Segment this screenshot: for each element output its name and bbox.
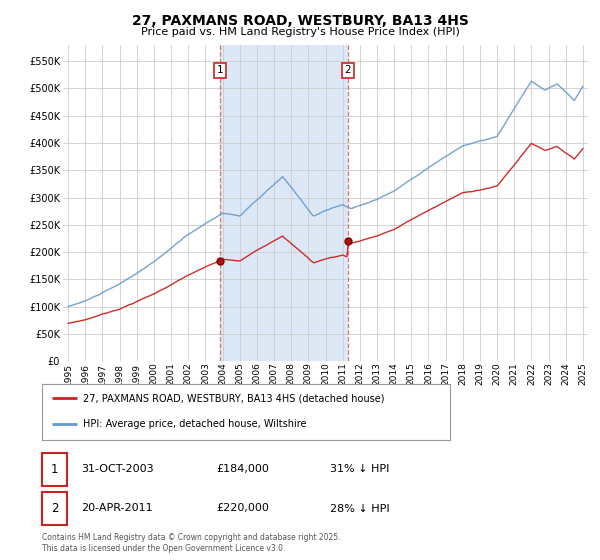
Text: 27, PAXMANS ROAD, WESTBURY, BA13 4HS (detached house): 27, PAXMANS ROAD, WESTBURY, BA13 4HS (de…	[83, 393, 385, 403]
Text: 1: 1	[51, 463, 58, 476]
Text: HPI: Average price, detached house, Wiltshire: HPI: Average price, detached house, Wilt…	[83, 419, 307, 430]
Text: 2: 2	[51, 502, 58, 515]
Text: 20-APR-2011: 20-APR-2011	[81, 503, 152, 514]
Text: 31% ↓ HPI: 31% ↓ HPI	[330, 464, 389, 474]
Text: 2: 2	[344, 65, 351, 75]
Text: Price paid vs. HM Land Registry's House Price Index (HPI): Price paid vs. HM Land Registry's House …	[140, 27, 460, 37]
Text: 27, PAXMANS ROAD, WESTBURY, BA13 4HS: 27, PAXMANS ROAD, WESTBURY, BA13 4HS	[131, 14, 469, 28]
Text: 1: 1	[217, 65, 223, 75]
Text: 31-OCT-2003: 31-OCT-2003	[81, 464, 154, 474]
Text: £184,000: £184,000	[216, 464, 269, 474]
Text: Contains HM Land Registry data © Crown copyright and database right 2025.
This d: Contains HM Land Registry data © Crown c…	[42, 533, 341, 553]
Bar	[220, 45, 348, 361]
Text: £220,000: £220,000	[216, 503, 269, 514]
Text: 28% ↓ HPI: 28% ↓ HPI	[330, 503, 389, 514]
